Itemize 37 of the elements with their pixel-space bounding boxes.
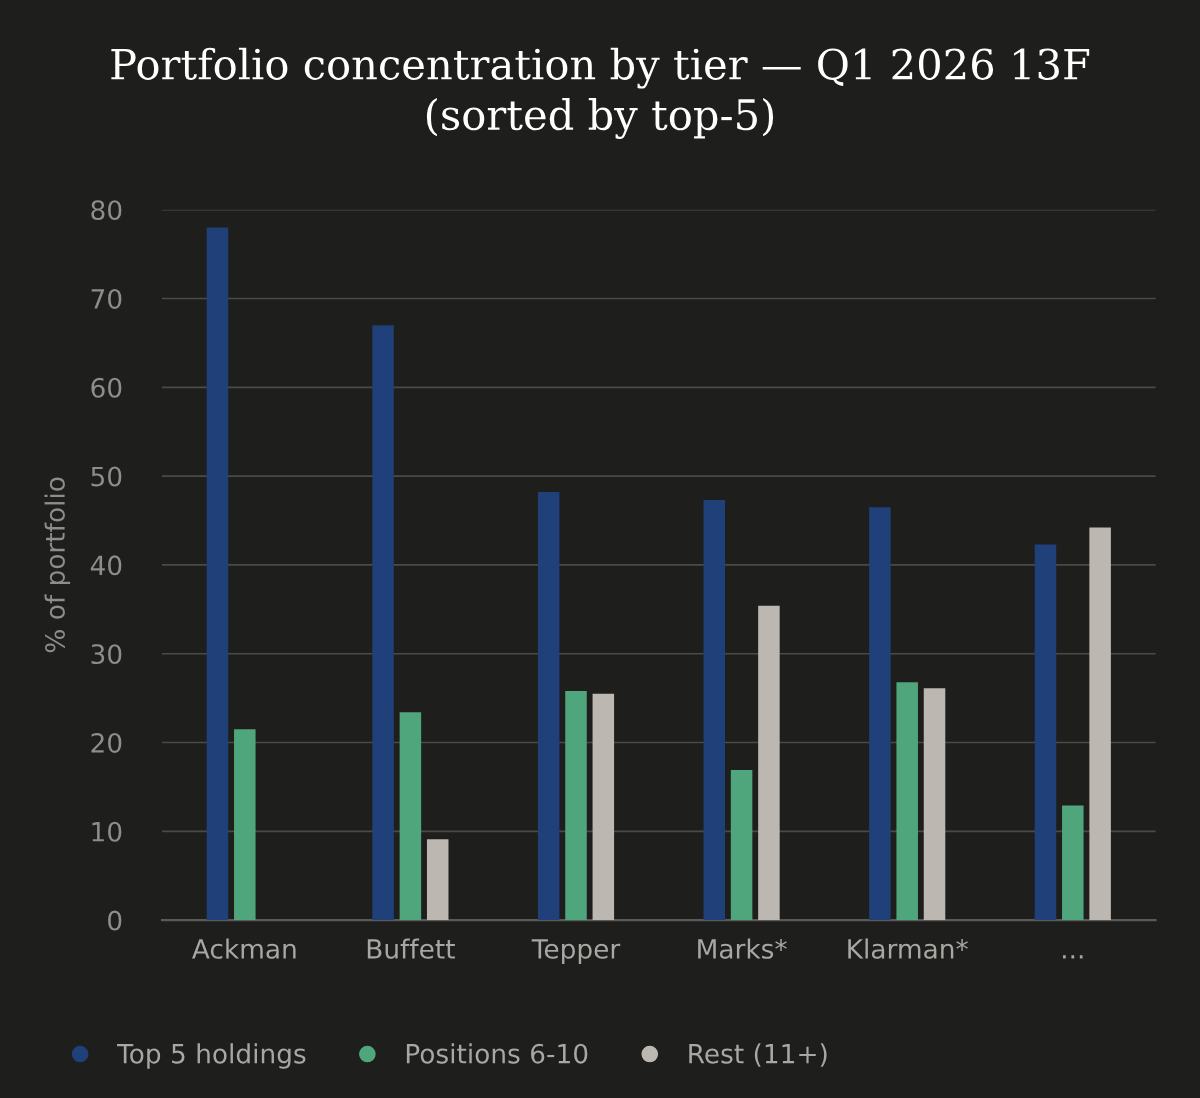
y-tick-label: 20 — [91, 732, 122, 753]
y-axis-title: % of portfolio — [44, 477, 71, 653]
bar — [758, 605, 780, 921]
bar — [1034, 544, 1057, 921]
bar — [592, 693, 615, 921]
bar — [206, 227, 229, 921]
x-tick-label: Marks* — [698, 938, 787, 959]
bar — [537, 492, 560, 921]
bar — [703, 500, 726, 921]
x-tick-label: Ackman — [192, 938, 296, 959]
bar — [1089, 527, 1111, 921]
y-tick-label: 60 — [91, 377, 122, 398]
bar — [234, 729, 256, 921]
y-tick-label: 40 — [90, 555, 122, 576]
y-tick-label: 80 — [91, 200, 122, 221]
legend-label: Top 5 holdings — [117, 1043, 306, 1069]
y-tick-label: 70 — [91, 288, 122, 309]
legend-label: Rest (11+) — [689, 1043, 827, 1067]
y-tick-label: 0 — [108, 910, 122, 931]
bar — [730, 770, 753, 921]
bar — [1062, 805, 1084, 921]
x-tick-label: Tepper — [531, 939, 621, 964]
bar — [565, 691, 587, 921]
x-tick-label: ... — [1063, 955, 1083, 959]
y-tick-label: 30 — [91, 644, 122, 665]
legend-label: Positions 6-10 — [406, 1043, 588, 1064]
bar — [372, 325, 394, 921]
bar — [426, 839, 449, 921]
bar — [399, 712, 422, 921]
y-tick-label: 50 — [91, 466, 122, 487]
x-tick-label: Klarman* — [848, 938, 968, 959]
y-tick-label: 10 — [92, 821, 122, 842]
x-tick-label: Buffett — [367, 938, 455, 959]
bar — [896, 682, 918, 921]
chart-title: Portfolio concentration by tier — Q1 2026 13F (sorted by top-5) — [111, 47, 1090, 139]
bar — [869, 507, 891, 921]
bar — [923, 688, 946, 921]
